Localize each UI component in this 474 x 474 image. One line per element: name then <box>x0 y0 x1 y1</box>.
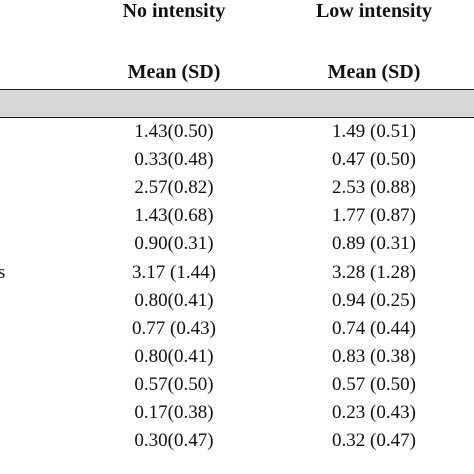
column-stat-low-intensity: Mean (SD) <box>327 61 421 83</box>
cell-low-intensity: 1.49 (0.51) <box>332 121 416 142</box>
section-rule <box>0 117 474 118</box>
column-header-no-intensity: No intensity <box>122 0 226 22</box>
cell-no-intensity: 1.43(0.68) <box>134 205 214 226</box>
cell-no-intensity: 2.57(0.82) <box>134 177 214 198</box>
cell-no-intensity: 3.17 (1.44) <box>132 262 216 283</box>
cell-no-intensity: 0.57(0.50) <box>134 374 214 395</box>
cell-low-intensity: 0.57 (0.50) <box>332 374 416 395</box>
row-label: s <box>0 262 6 283</box>
cell-no-intensity: 0.77 (0.43) <box>132 318 216 339</box>
cell-low-intensity: 0.89 (0.31) <box>332 233 416 254</box>
cell-low-intensity: 3.28 (1.28) <box>332 262 416 283</box>
cell-no-intensity: 0.80(0.41) <box>134 290 214 311</box>
cell-no-intensity: 0.80(0.41) <box>134 346 214 367</box>
cell-low-intensity: 0.94 (0.25) <box>332 290 416 311</box>
cell-no-intensity: 1.43(0.50) <box>134 121 214 142</box>
cell-low-intensity: 0.23 (0.43) <box>332 402 416 423</box>
cell-no-intensity: 0.90(0.31) <box>134 233 214 254</box>
cell-low-intensity: 0.74 (0.44) <box>332 318 416 339</box>
cell-low-intensity: 0.32 (0.47) <box>332 430 416 451</box>
cell-no-intensity: 0.17(0.38) <box>134 402 214 423</box>
header-rule <box>0 89 474 90</box>
cell-no-intensity: 0.30(0.47) <box>134 430 214 451</box>
cell-low-intensity: 1.77 (0.87) <box>332 205 416 226</box>
column-header-low-intensity: Low intensity <box>315 0 433 22</box>
cell-low-intensity: 0.47 (0.50) <box>332 149 416 170</box>
column-stat-no-intensity: Mean (SD) <box>127 61 221 83</box>
cell-low-intensity: 2.53 (0.88) <box>332 177 416 198</box>
section-band <box>0 90 474 117</box>
cell-low-intensity: 0.83 (0.38) <box>332 346 416 367</box>
cell-no-intensity: 0.33(0.48) <box>134 149 214 170</box>
